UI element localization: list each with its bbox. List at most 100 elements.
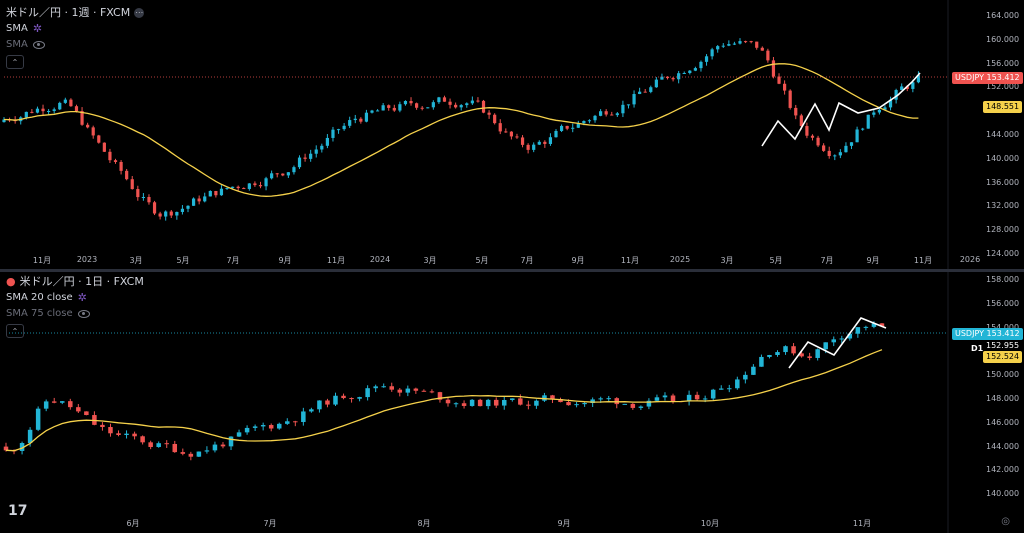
daily-sma75-row[interactable]: SMA 75 close [6, 307, 144, 320]
candle-body [141, 196, 145, 198]
tag-symbol: USDJPY [955, 73, 984, 82]
candle-body [760, 47, 764, 51]
candle-body [872, 112, 876, 115]
price-tick-label: 160.000 [986, 34, 1020, 44]
candle-body [342, 125, 346, 130]
candle-body [375, 110, 380, 112]
candle-body [236, 186, 240, 189]
candle-body [670, 395, 676, 402]
daily-symbol-title[interactable]: ● 米ドル／円 · 1日 · FXCM [6, 275, 144, 288]
candle-body [626, 104, 631, 106]
settings-gear-icon[interactable]: ✲ [32, 22, 43, 35]
candle-body [108, 151, 112, 161]
daily-legend: ● 米ドル／円 · 1日 · FXCM SMA 20 close ✲ SMA 7… [6, 275, 144, 338]
candle-body [325, 400, 330, 405]
collapse-legend-button[interactable]: ⌃ [6, 55, 24, 69]
time-tick-label: 5月 [475, 256, 489, 265]
daily-chart-pane[interactable]: ● 米ドル／円 · 1日 · FXCM SMA 20 close ✲ SMA 7… [0, 272, 1024, 533]
daily-sma20-row[interactable]: SMA 20 close ✲ [6, 291, 144, 304]
price-tick-label: 152.000 [986, 82, 1020, 92]
candle-body [268, 425, 274, 429]
candle-body [476, 100, 480, 102]
candle-body [459, 105, 463, 108]
candle-body [590, 399, 595, 404]
candle-body [19, 443, 25, 451]
collapse-legend-button[interactable]: ⌃ [6, 324, 24, 338]
candle-body [27, 429, 33, 444]
candle-body [649, 87, 653, 92]
hidden-eye-icon[interactable] [32, 40, 45, 49]
candle-body [415, 103, 419, 108]
candle-body [727, 388, 732, 390]
candle-body [558, 398, 563, 403]
settings-gear-icon[interactable]: ✲ [77, 291, 87, 304]
candle-body [855, 327, 861, 334]
candle-body [140, 436, 145, 443]
candle-body [69, 99, 73, 107]
candle-body [807, 356, 812, 358]
price-tick-label: 132.000 [986, 201, 1020, 211]
candle-body [397, 389, 403, 393]
tradingview-logo[interactable]: 17 [8, 503, 28, 519]
weekly-sma-row[interactable]: SMA ✲ [6, 22, 144, 35]
candle-body [325, 137, 329, 146]
candle-body [43, 401, 49, 409]
price-tick-label: 140.000 [986, 489, 1020, 499]
time-tick-label: 11月 [620, 256, 640, 265]
time-tick-label: 9月 [866, 256, 880, 265]
candle-body [905, 86, 909, 89]
timeframe-label: D1 [968, 343, 986, 355]
candle-body [526, 404, 531, 406]
more-icon[interactable]: ⋯ [134, 7, 145, 18]
candle-body [686, 394, 692, 402]
candle-body [80, 111, 84, 125]
chart-settings-icon[interactable]: ◎ [1001, 516, 1010, 527]
weekly-sma2-row[interactable]: SMA [6, 38, 144, 51]
candle-body [598, 398, 603, 400]
time-tick-label: 9月 [571, 256, 585, 265]
candle-body [258, 185, 263, 187]
candle-body [515, 136, 519, 138]
candle-body [76, 407, 81, 412]
sma-label: SMA [6, 23, 28, 34]
candle-body [35, 108, 40, 113]
candle-body [654, 397, 660, 401]
candle-body [794, 107, 798, 116]
candle-body [767, 354, 772, 357]
candle-body [775, 352, 780, 355]
candle-body [420, 107, 424, 109]
candle-body [622, 403, 628, 405]
candle-body [671, 78, 675, 80]
candle-body [582, 403, 587, 405]
candle-body [576, 123, 580, 128]
candle-body [518, 398, 523, 405]
candle-body [51, 401, 57, 403]
daily-chart-canvas[interactable] [0, 272, 1024, 533]
candle-body [743, 41, 748, 43]
candle-body [276, 423, 282, 429]
candle-body [275, 173, 279, 175]
candle-body [702, 398, 708, 400]
candle-body [477, 399, 483, 407]
candle-body [693, 68, 697, 71]
weekly-chart-pane[interactable]: 米ドル／円 · 1週 · FXCM ⋯ SMA ✲ SMA ⌃ 164.000 1… [0, 0, 1024, 270]
candle-body [421, 390, 427, 392]
pane-divider[interactable] [0, 269, 1024, 272]
weekly-symbol-title[interactable]: 米ドル／円 · 1週 · FXCM ⋯ [6, 6, 145, 19]
candle-body [60, 401, 65, 403]
candle-body [260, 425, 266, 427]
candle-body [3, 446, 9, 451]
candle-body [186, 205, 190, 209]
candle-body [431, 102, 435, 108]
candle-body [574, 404, 579, 406]
candle-body [370, 110, 374, 113]
candle-body [359, 118, 363, 122]
time-tick-label: 11月 [32, 256, 52, 265]
hidden-eye-icon[interactable] [77, 309, 90, 318]
time-tick-label: 9月 [557, 519, 571, 528]
tag-symbol: USDJPY [955, 329, 984, 338]
candle-body [353, 118, 357, 121]
candle-body [270, 173, 274, 179]
weekly-chart-canvas[interactable] [0, 0, 1024, 270]
candle-body [662, 395, 668, 398]
